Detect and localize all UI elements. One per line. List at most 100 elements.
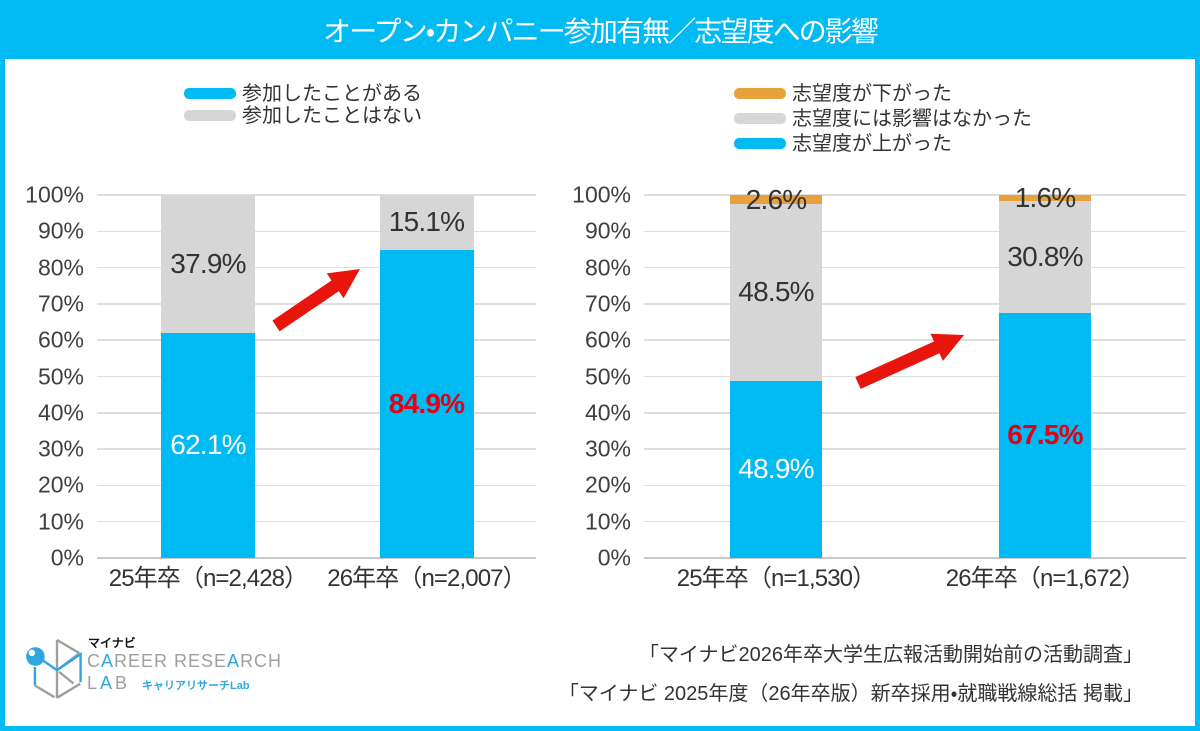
y-axis-tick-label: 10%: [584, 508, 631, 535]
y-axis-tick-label: 0%: [597, 544, 631, 571]
gridline: [644, 194, 1186, 196]
legend-label: 参加したことがある: [242, 82, 422, 105]
bar-segment-gray: 48.5%: [730, 204, 822, 381]
legend-swatch-increased: [734, 138, 786, 149]
y-axis-tick-label: 40%: [37, 399, 84, 426]
y-axis-tick-label: 0%: [50, 544, 84, 571]
gridline: [97, 448, 536, 450]
bar-segment-orange: 1.6%: [999, 184, 1091, 212]
gridline: [644, 266, 1186, 269]
bar-segment-gray: 37.9%: [161, 195, 255, 333]
y-axis-tick-label: 20%: [37, 471, 84, 498]
bar-segment-orange: 2.6%: [730, 185, 822, 213]
chart-aspiration-plot: 0% 10% 20% 30% 40% 50% 60% 70% 80% 90% 100% 48.9% 48…: [572, 183, 1186, 591]
value-label: 62.1%: [170, 429, 246, 461]
y-axis-tick-label: 100%: [572, 181, 631, 208]
value-label: 48.5%: [738, 276, 814, 308]
y-axis-tick-label: 90%: [584, 217, 631, 244]
value-label: 37.9%: [170, 247, 246, 279]
legend-swatch-decreased: [734, 88, 786, 99]
x-axis-category-label: 26年卒（n=1,672）: [945, 565, 1145, 592]
y-axis-tick-label: 70%: [584, 290, 631, 317]
gridline: [644, 557, 1186, 559]
logo-jp-small: マイナビ: [88, 636, 136, 650]
bar-segment-cyan: 48.9%: [730, 380, 822, 558]
bar-segment-gray: 30.8%: [999, 201, 1091, 313]
value-label: 2.6%: [745, 183, 807, 215]
logo-jp-blue: キャリアリサーチLab: [142, 680, 250, 692]
gridline: [644, 375, 1186, 378]
wordmark-part: A: [227, 651, 241, 671]
logo-dot: [26, 647, 45, 666]
gridline: [644, 448, 1186, 450]
source-line-2: 「マイナビ 2025年度（26年卒版）新卒採用・就職戦線総括 掲載」: [558, 683, 1143, 705]
y-axis-tick-label: 80%: [37, 254, 84, 281]
gridline: [97, 412, 536, 414]
gridline: [644, 412, 1186, 414]
career-research-lab-icon: [26, 638, 82, 699]
x-axis-category-label: 26年卒（n=2,007）: [327, 565, 526, 592]
legend-label: 参加したことはない: [242, 104, 422, 127]
title-bar: オープン・カンパニー参加有無／志望度への影響: [0, 0, 1200, 59]
legend-swatch-participated: [184, 88, 236, 99]
legend-item: 志望度には影響はなかった: [734, 109, 1032, 129]
gridline: [644, 484, 1186, 487]
brand-logo: マイナビ CAREER RESEARCH LAB キャリアリサーチLab: [24, 637, 284, 699]
legend-label: 志望度が下がった: [792, 82, 952, 105]
stacked-bar-category-2: 67.5% 30.8% 1.6%: [999, 184, 1091, 558]
gridline: [644, 303, 1186, 305]
legend-participation: 参加したことがある 参加したことはない: [184, 82, 422, 127]
gridline: [97, 520, 536, 523]
gridline: [97, 375, 536, 378]
y-axis-tick-label: 60%: [584, 326, 631, 353]
bar-segment-gray: 15.1%: [379, 195, 474, 250]
legend-item: 参加したことはない: [184, 104, 422, 127]
y-axis-tick-label: 80%: [584, 254, 631, 281]
stacked-bar-category-1: 62.1% 37.9%: [161, 195, 255, 558]
wordmark-part: A: [101, 651, 115, 671]
bar-segment-cyan: 62.1%: [161, 332, 255, 558]
y-axis-tick-label: 40%: [584, 399, 631, 426]
gridline: [644, 339, 1186, 341]
x-axis-category-label: 25年卒（n=1,530）: [676, 565, 876, 592]
gridline: [97, 339, 536, 341]
y-axis-tick-label: 70%: [37, 290, 84, 317]
y-axis-tick-label: 10%: [37, 508, 84, 535]
legend-swatch-no-effect: [734, 113, 786, 124]
logo-wordmark: CAREER RESEARCH: [87, 652, 282, 670]
stacked-bar-category-1: 48.9% 48.5% 2.6%: [730, 185, 822, 558]
logo-lab: LAB: [87, 673, 130, 693]
y-axis-tick-label: 50%: [37, 363, 84, 389]
value-label: 48.9%: [738, 453, 814, 485]
gridline: [644, 520, 1186, 523]
bar-segment-cyan: 67.5%: [999, 312, 1091, 558]
y-axis-tick-label: 30%: [584, 435, 631, 462]
value-label: 67.5%: [1007, 419, 1083, 451]
wordmark-part: C: [87, 651, 101, 671]
gridline: [97, 266, 536, 269]
value-label: 15.1%: [388, 206, 465, 238]
stacked-bar-category-2: 84.9% 15.1%: [379, 195, 474, 558]
bar-segment-cyan: 84.9%: [379, 249, 474, 558]
lab-part: B: [115, 673, 131, 693]
y-axis-tick-label: 100%: [25, 181, 84, 208]
page-title: オープン・カンパニー参加有無／志望度への影響: [322, 15, 879, 47]
gridline: [97, 194, 536, 196]
source-line-1: 「マイナビ2026年卒大学生広報活動開始前の活動調査」: [638, 644, 1143, 666]
value-label: 84.9%: [388, 387, 465, 419]
y-axis-tick-label: 60%: [37, 326, 84, 353]
value-label: 1.6%: [1014, 182, 1076, 214]
legend-label: 志望度が上がった: [792, 132, 952, 155]
legend-item: 参加したことがある: [184, 82, 422, 105]
legend-item: 志望度が下がった: [734, 82, 1032, 105]
logo-cube-blue-edges: [33, 651, 82, 686]
gridline: [97, 230, 536, 233]
legend-aspiration: 志望度が下がった 志望度には影響はなかった 志望度が上がった: [734, 82, 1032, 155]
gridline: [97, 557, 536, 559]
y-axis-tick-label: 30%: [37, 435, 84, 462]
x-axis-category-label: 25年卒（n=2,428）: [108, 565, 308, 592]
y-axis-tick-label: 20%: [584, 471, 631, 498]
logo-dot-highlight: [28, 649, 36, 656]
legend-swatch-not-participated: [184, 110, 236, 121]
